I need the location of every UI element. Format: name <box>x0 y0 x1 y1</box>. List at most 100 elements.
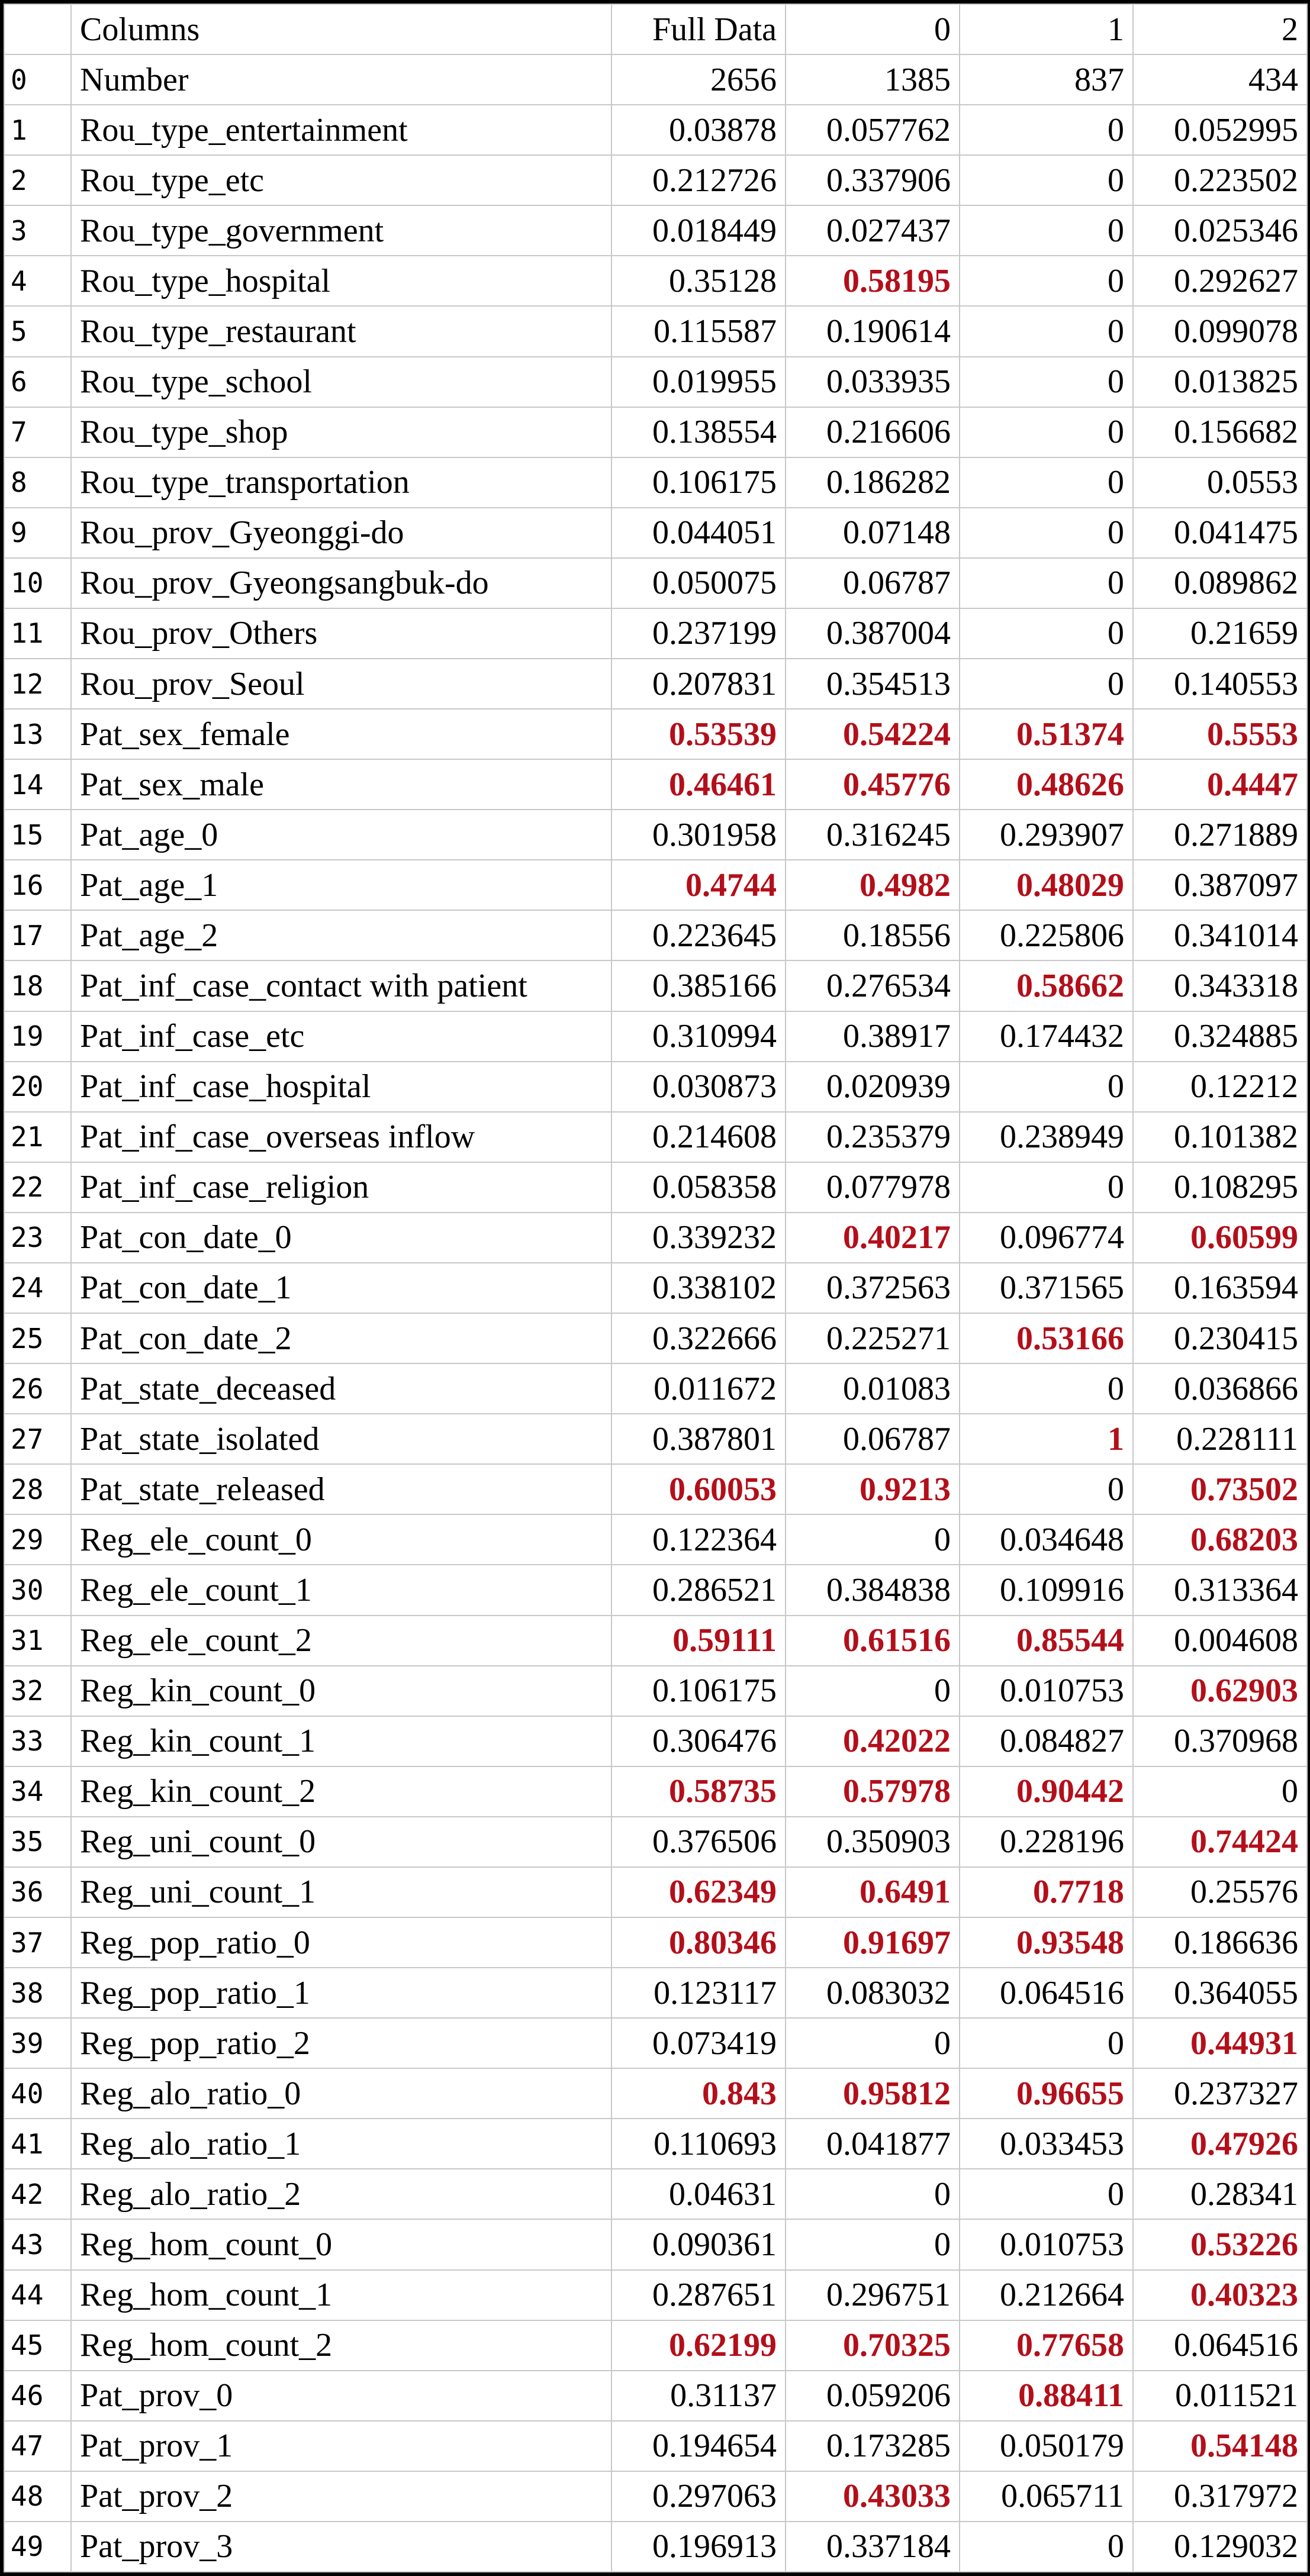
row-cluster-2-cell: 0.73502 <box>1132 1463 1308 1516</box>
row-cluster-1-cell: 0.77658 <box>959 2319 1134 2371</box>
row-cluster-1-cell: 0 <box>959 658 1134 710</box>
row-cluster-2-cell: 0.101382 <box>1132 1111 1308 1163</box>
row-column-name-cell: Pat_inf_case_overseas inflow <box>70 1111 612 1163</box>
row-cluster-1-cell: 0 <box>959 2168 1134 2220</box>
row-cluster-0-cell: 0.95812 <box>785 2068 960 2120</box>
row-index-cell: 47 <box>4 2420 72 2472</box>
row-column-name-cell: Pat_con_date_2 <box>70 1313 612 1365</box>
header-index-cell <box>4 3 72 56</box>
table-row: 14 Pat_sex_male 0.46461 0.45776 0.48626 0.444… <box>4 759 1308 811</box>
row-full-data-cell: 0.387801 <box>611 1413 786 1465</box>
row-cluster-0-cell: 0.216606 <box>785 406 960 458</box>
row-full-data-cell: 0.058358 <box>611 1161 786 1213</box>
row-cluster-1-cell: 0.096774 <box>959 1211 1134 1263</box>
row-index-cell: 1 <box>4 104 72 156</box>
row-index-cell: 46 <box>4 2369 72 2422</box>
row-cluster-2-cell: 0.129032 <box>1132 2520 1308 2573</box>
row-cluster-2-cell: 0.230415 <box>1132 1313 1308 1365</box>
row-index-cell: 6 <box>4 356 72 408</box>
row-cluster-2-cell: 0.28341 <box>1132 2168 1308 2220</box>
row-cluster-2-cell: 0.313364 <box>1132 1564 1308 1616</box>
row-full-data-cell: 0.376506 <box>611 1816 786 1868</box>
row-cluster-0-cell: 0.190614 <box>785 305 960 357</box>
row-index-cell: 41 <box>4 2118 72 2170</box>
table-row: 0 Number 2656 1385 837 434 <box>4 54 1308 106</box>
table-row: 5 Rou_type_restaurant 0.115587 0.190614 0 0.0… <box>4 305 1308 357</box>
row-full-data-cell: 0.123117 <box>611 1967 786 2019</box>
row-full-data-cell: 0.310994 <box>611 1010 786 1062</box>
row-full-data-cell: 0.35128 <box>611 255 786 307</box>
table-row: 1 Rou_type_entertainment 0.03878 0.057762 0 0… <box>4 104 1308 156</box>
table-row: 48 Pat_prov_2 0.297063 0.43033 0.065711 0.317… <box>4 2470 1308 2522</box>
table-row: 13 Pat_sex_female 0.53539 0.54224 0.51374 0.5… <box>4 708 1308 760</box>
row-column-name-cell: Reg_pop_ratio_0 <box>70 1916 612 1969</box>
row-cluster-2-cell: 0.186636 <box>1132 1916 1308 1969</box>
row-full-data-cell: 0.018449 <box>611 205 786 257</box>
row-cluster-0-cell: 0.07148 <box>785 507 960 559</box>
table-row: 38 Reg_pop_ratio_1 0.123117 0.083032 0.06451… <box>4 1967 1308 2019</box>
row-full-data-cell: 0.53539 <box>611 708 786 760</box>
row-index-cell: 24 <box>4 1262 72 1314</box>
row-index-cell: 11 <box>4 607 72 660</box>
row-cluster-1-cell: 0 <box>959 154 1134 207</box>
row-cluster-1-cell: 0 <box>959 356 1134 408</box>
row-full-data-cell: 0.237199 <box>611 607 786 660</box>
row-index-cell: 14 <box>4 759 72 811</box>
row-full-data-cell: 0.073419 <box>611 2017 786 2069</box>
row-index-cell: 13 <box>4 708 72 760</box>
row-cluster-0-cell: 0.372563 <box>785 1262 960 1314</box>
row-index-cell: 37 <box>4 1916 72 1969</box>
row-full-data-cell: 0.106175 <box>611 1665 786 1717</box>
row-cluster-0-cell: 0.61516 <box>785 1614 960 1666</box>
row-index-cell: 34 <box>4 1765 72 1817</box>
row-cluster-1-cell: 0.065711 <box>959 2470 1134 2522</box>
row-cluster-0-cell: 0.45776 <box>785 759 960 811</box>
row-index-cell: 20 <box>4 1060 72 1113</box>
row-cluster-2-cell: 0.364055 <box>1132 1967 1308 2019</box>
row-cluster-1-cell: 0.90442 <box>959 1765 1134 1817</box>
table-row: 32 Reg_kin_count_0 0.106175 0 0.010753 0.6290… <box>4 1665 1308 1717</box>
table-row: 31 Reg_ele_count_2 0.59111 0.61516 0.85544 0.… <box>4 1614 1308 1666</box>
row-cluster-0-cell: 0.9213 <box>785 1463 960 1516</box>
row-cluster-1-cell: 0.010753 <box>959 2219 1134 2271</box>
row-index-cell: 36 <box>4 1866 72 1918</box>
table-row: 41 Reg_alo_ratio_1 0.110693 0.041877 0.03345… <box>4 2118 1308 2170</box>
row-column-name-cell: Reg_kin_count_2 <box>70 1765 612 1817</box>
row-cluster-2-cell: 0 <box>1132 1765 1308 1817</box>
row-index-cell: 40 <box>4 2068 72 2120</box>
row-cluster-1-cell: 0.050179 <box>959 2420 1134 2472</box>
row-full-data-cell: 0.207831 <box>611 658 786 710</box>
row-index-cell: 9 <box>4 507 72 559</box>
row-full-data-cell: 0.030873 <box>611 1060 786 1113</box>
table-row: 8 Rou_type_transportation 0.106175 0.186282… <box>4 456 1308 508</box>
row-cluster-0-cell: 0.18556 <box>785 910 960 962</box>
table-row: 29 Reg_ele_count_0 0.122364 0 0.034648 0.6820… <box>4 1514 1308 1566</box>
row-cluster-0-cell: 0.354513 <box>785 658 960 710</box>
row-index-cell: 32 <box>4 1665 72 1717</box>
row-cluster-1-cell: 0.371565 <box>959 1262 1134 1314</box>
row-cluster-0-cell: 0 <box>785 2017 960 2069</box>
table-row: 20 Pat_inf_case_hospital 0.030873 0.020939 0… <box>4 1060 1308 1113</box>
row-column-name-cell: Rou_prov_Gyeonggi-do <box>70 507 612 559</box>
table-row: 10 Rou_prov_Gyeongsangbuk-do 0.050075 0.067… <box>4 557 1308 609</box>
table-row: 11 Rou_prov_Others 0.237199 0.387004 0 0.2165… <box>4 607 1308 660</box>
row-full-data-cell: 0.044051 <box>611 507 786 559</box>
table-row: 39 Reg_pop_ratio_2 0.073419 0 0 0.44931 <box>4 2017 1308 2069</box>
row-cluster-2-cell: 0.004608 <box>1132 1614 1308 1666</box>
row-index-cell: 8 <box>4 456 72 508</box>
row-cluster-2-cell: 0.12212 <box>1132 1060 1308 1113</box>
row-cluster-1-cell: 0.238949 <box>959 1111 1134 1163</box>
row-index-cell: 25 <box>4 1313 72 1365</box>
row-cluster-0-cell: 0 <box>785 2219 960 2271</box>
row-cluster-0-cell: 0.337906 <box>785 154 960 207</box>
row-index-cell: 18 <box>4 960 72 1012</box>
row-full-data-cell: 0.287651 <box>611 2269 786 2321</box>
table-row: 45 Reg_hom_count_2 0.62199 0.70325 0.77658 0.… <box>4 2319 1308 2371</box>
table-row: 9 Rou_prov_Gyeonggi-do 0.044051 0.07148 0 0.0… <box>4 507 1308 559</box>
row-cluster-0-cell: 0.173285 <box>785 2420 960 2472</box>
table-row: 43 Reg_hom_count_0 0.090361 0 0.010753 0.5322… <box>4 2219 1308 2271</box>
row-cluster-0-cell: 0.40217 <box>785 1211 960 1263</box>
row-full-data-cell: 0.223645 <box>611 910 786 962</box>
row-column-name-cell: Pat_inf_case_etc <box>70 1010 612 1062</box>
row-cluster-0-cell: 0 <box>785 2168 960 2220</box>
